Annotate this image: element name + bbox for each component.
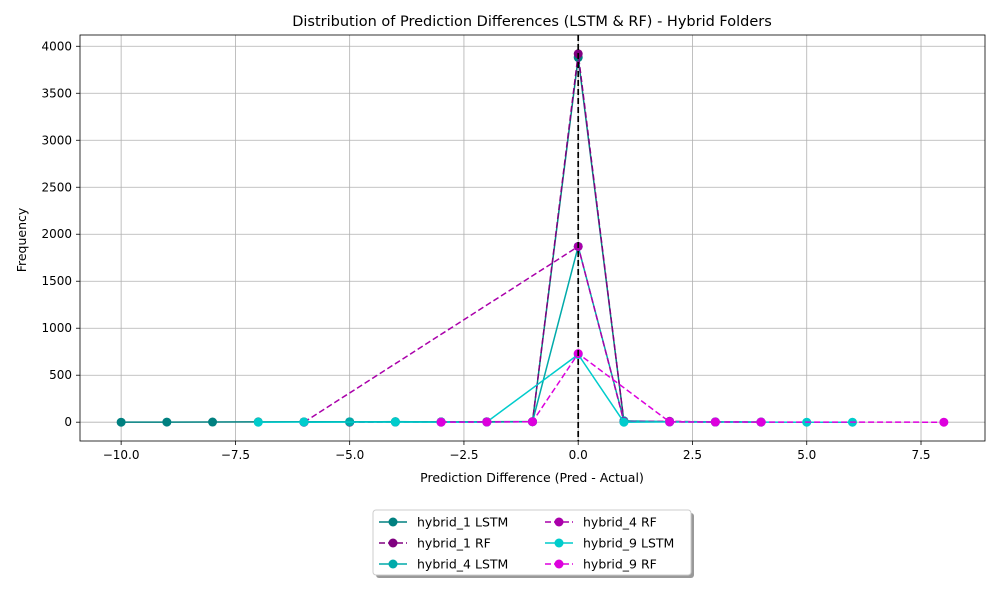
legend-label: hybrid_4 LSTM — [417, 557, 508, 572]
y-tick-label: 3500 — [41, 86, 72, 100]
series-line-1 — [121, 57, 762, 423]
y-tick-label: 3000 — [41, 133, 72, 147]
legend-box — [372, 509, 692, 576]
series-line-6 — [441, 352, 944, 423]
legend-marker — [554, 559, 564, 569]
series-point-6 — [482, 417, 492, 427]
x-tick-label: 0.0 — [569, 448, 588, 462]
legend-label: hybrid_9 LSTM — [583, 536, 674, 551]
y-tick-label: 2000 — [41, 227, 72, 241]
series-line-4 — [303, 245, 716, 423]
y-tick-label: 2500 — [41, 180, 72, 194]
y-tick-label: 4000 — [41, 39, 72, 53]
y-tick-label: 1500 — [41, 274, 72, 288]
series-point-6 — [939, 417, 949, 427]
series-point-6 — [528, 417, 537, 427]
chart-title: Distribution of Prediction Differences (… — [292, 14, 772, 30]
x-tick-label: −10.0 — [103, 448, 140, 462]
x-tick-label: 7.5 — [911, 448, 930, 462]
legend-marker — [388, 559, 398, 569]
x-tick-label: 5.0 — [797, 448, 816, 462]
series-point-1 — [116, 417, 126, 427]
legend-label: hybrid_1 RF — [417, 536, 491, 551]
series-point-5 — [253, 417, 263, 427]
series-point-6 — [756, 417, 766, 427]
series-point-1 — [208, 417, 218, 427]
plot-frame — [79, 34, 986, 442]
y-tick-label: 1000 — [41, 321, 72, 335]
series-point-1 — [162, 417, 172, 427]
series-point-6 — [436, 417, 446, 427]
legend-marker — [388, 517, 398, 527]
legend-label: hybrid_4 RF — [583, 515, 657, 530]
series-point-5 — [390, 417, 400, 427]
plot-area: −10.0 −7.5 −5.0 −2.5 0.0 2.5 5.0 7.5 0 500 1000 150… — [41, 34, 986, 462]
legend-label: hybrid_1 LSTM — [417, 515, 508, 530]
series-point-6 — [710, 417, 720, 427]
series-line-3 — [303, 243, 716, 423]
legend-marker — [554, 538, 564, 548]
x-tick-label: −7.5 — [221, 448, 250, 462]
y-axis-label: Frequency — [14, 207, 29, 272]
legend-marker — [554, 517, 564, 527]
y-tick-label: 0 — [64, 415, 72, 429]
legend-label: hybrid_9 RF — [583, 557, 657, 572]
legend: hybrid_1 LSTM hybrid_1 RF hybrid_4 LSTM hyb… — [372, 509, 694, 578]
series-point-6 — [665, 417, 675, 427]
x-tick-label: −5.0 — [335, 448, 364, 462]
x-tick-label: −2.5 — [449, 448, 478, 462]
y-tick-label: 500 — [49, 368, 72, 382]
series-point-5 — [299, 417, 309, 427]
x-axis-label: Prediction Difference (Pred - Actual) — [420, 470, 644, 485]
legend-marker — [388, 538, 398, 548]
x-tick-label: 2.5 — [683, 448, 702, 462]
series-line-5 — [258, 353, 853, 423]
series-point-5 — [619, 417, 629, 427]
